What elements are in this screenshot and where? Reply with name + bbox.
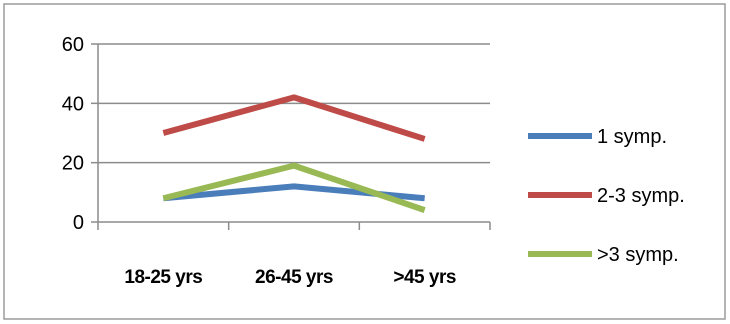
y-tick-label: 60 [62, 34, 84, 56]
y-tick-label: 0 [73, 212, 84, 234]
x-category-label: >45 yrs [393, 267, 456, 288]
series-line-2 [162, 94, 426, 142]
y-tick-label: 20 [62, 153, 84, 175]
legend-label-2: 2-3 symp. [597, 185, 685, 207]
chart-border [3, 3, 726, 320]
axes [91, 43, 491, 230]
x-category-label: 18-25 yrs [124, 267, 202, 288]
legend: 1 symp. 2-3 symp. >3 symp. [528, 126, 685, 266]
legend-label-1: 1 symp. [597, 126, 667, 148]
x-category-label: 26-45 yrs [255, 267, 333, 288]
series-lines [162, 94, 426, 213]
tick-labels: 0 20 40 60 18-25 yrs 26-45 yrs >45 yrs [62, 34, 457, 288]
series-line-3 [162, 162, 426, 213]
y-tick-label: 40 [62, 93, 84, 115]
legend-label-3: >3 symp. [597, 244, 679, 266]
